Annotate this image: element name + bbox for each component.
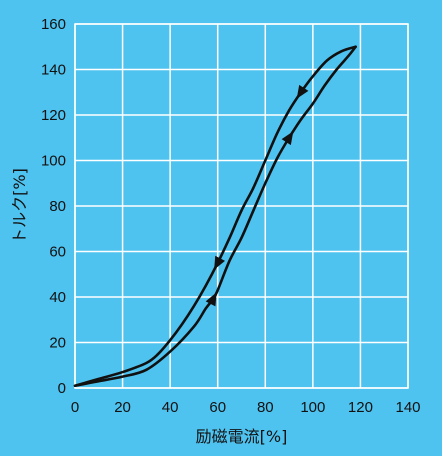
y-axis-tick-labels: 0 20 40 60 80 100 120 140 160: [41, 16, 66, 397]
y-tick-label: 100: [41, 153, 66, 170]
x-tick-label: 140: [395, 399, 420, 416]
y-tick-label: 20: [49, 335, 66, 352]
y-tick-label: 0: [58, 380, 66, 397]
x-tick-label: 80: [257, 399, 274, 416]
x-tick-label: 60: [209, 399, 226, 416]
x-tick-label: 100: [300, 399, 325, 416]
x-tick-label: 0: [71, 399, 79, 416]
direction-arrow: [281, 131, 294, 146]
x-axis-title: 励磁電流[%]: [196, 427, 288, 446]
x-tick-label: 120: [348, 399, 373, 416]
y-tick-label: 60: [49, 244, 66, 261]
direction-arrow: [205, 292, 217, 307]
direction-arrow: [296, 84, 309, 99]
direction-arrow: [214, 255, 225, 270]
hysteresis-curves: [73, 45, 357, 388]
direction-arrows: [205, 84, 309, 307]
y-tick-label: 40: [49, 289, 66, 306]
y-tick-label: 80: [49, 198, 66, 215]
y-tick-label: 120: [41, 107, 66, 124]
plot-frame: [74, 23, 409, 389]
y-tick-label: 140: [41, 62, 66, 79]
x-tick-label: 40: [162, 399, 179, 416]
y-axis-title: トルク[%]: [10, 168, 29, 244]
series-line-increasing: [73, 45, 357, 388]
x-tick-label: 20: [114, 399, 131, 416]
series-line-decreasing: [73, 45, 357, 388]
y-tick-label: 160: [41, 16, 66, 33]
x-axis-tick-labels: 0 20 40 60 80 100 120 140: [71, 399, 421, 416]
